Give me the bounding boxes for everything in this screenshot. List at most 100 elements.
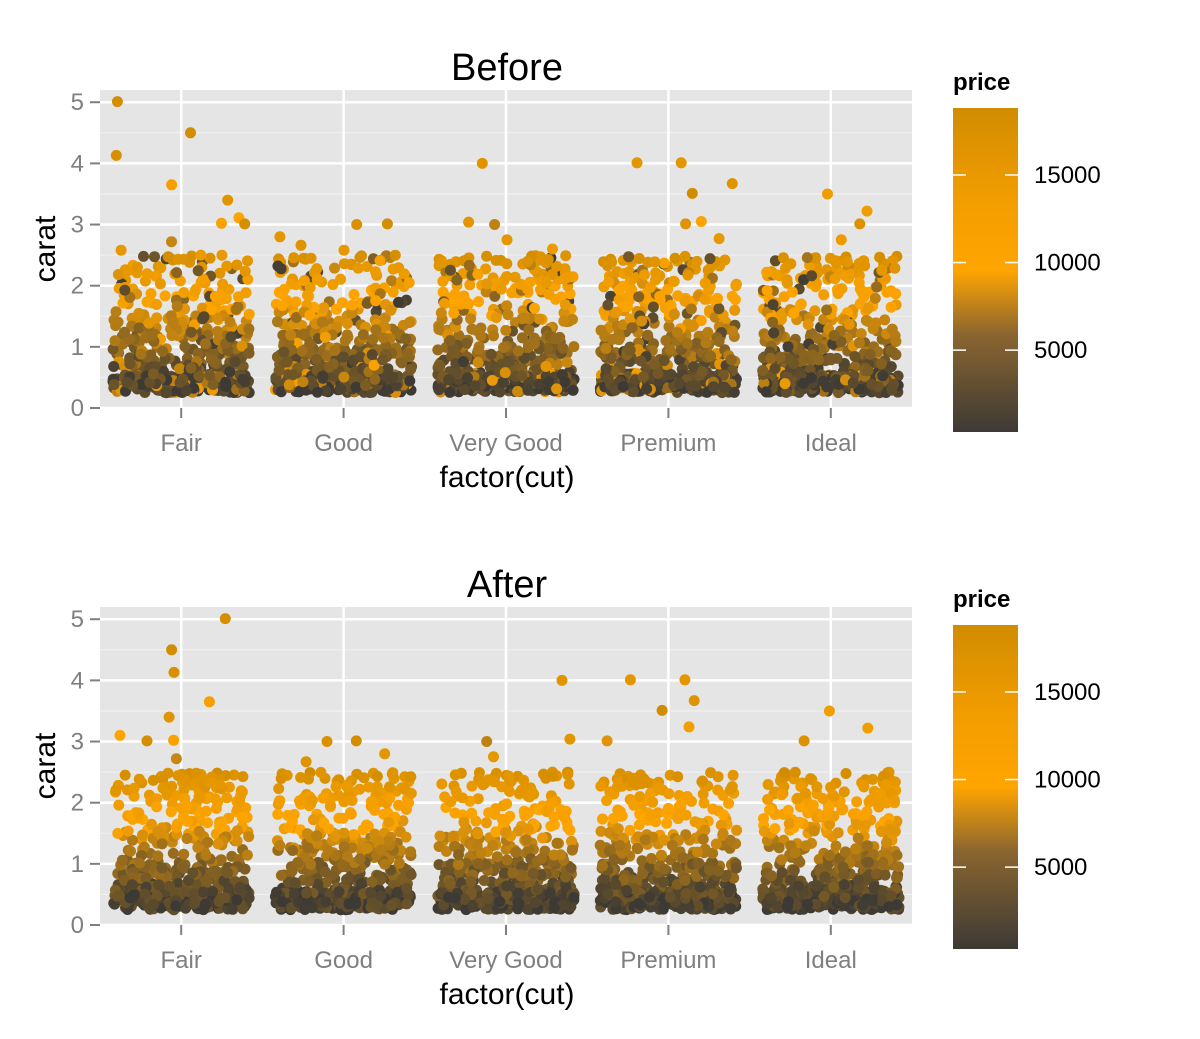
data-point (173, 254, 184, 265)
data-point (560, 299, 571, 310)
data-point (890, 336, 901, 347)
data-point (547, 771, 558, 782)
data-point (436, 779, 447, 790)
data-point (145, 902, 156, 913)
data-point (312, 387, 323, 398)
data-point (621, 885, 632, 896)
data-point (334, 886, 345, 897)
data-point (289, 888, 300, 899)
data-point (396, 357, 407, 368)
data-point (501, 258, 512, 269)
y-tick-label: 1 (71, 334, 84, 361)
data-point (551, 383, 562, 394)
data-point (513, 888, 524, 899)
data-point (782, 274, 793, 285)
data-point (386, 900, 397, 911)
data-point (700, 278, 711, 289)
data-point (705, 351, 716, 362)
data-point (796, 299, 807, 310)
data-point (152, 826, 163, 837)
data-point (363, 782, 374, 793)
data-point (324, 362, 335, 373)
data-point (450, 769, 461, 780)
data-point (448, 308, 459, 319)
data-point (277, 896, 288, 907)
data-point (624, 290, 635, 301)
data-point (862, 206, 873, 217)
data-point (523, 385, 534, 396)
data-point (122, 266, 133, 277)
data-point (761, 267, 772, 278)
data-point (190, 286, 201, 297)
x-tick-label: Fair (161, 430, 202, 457)
data-point (452, 275, 463, 286)
data-point (376, 844, 387, 855)
data-point (680, 875, 691, 886)
data-point (886, 361, 897, 372)
data-point (311, 354, 322, 365)
data-point (231, 894, 242, 905)
data-point (659, 864, 670, 875)
data-point (610, 896, 621, 907)
data-point (467, 901, 478, 912)
data-point (762, 285, 773, 296)
data-point (831, 353, 842, 364)
data-point (216, 819, 227, 830)
data-point (362, 843, 373, 854)
data-point (473, 296, 484, 307)
data-point (111, 785, 122, 796)
data-point (849, 351, 860, 362)
data-point (494, 387, 505, 398)
x-axis-title: factor(cut) (439, 461, 574, 494)
data-point (503, 309, 514, 320)
data-point (235, 882, 246, 893)
data-point (369, 374, 380, 385)
data-point (767, 317, 778, 328)
data-point (473, 344, 484, 355)
data-point (385, 305, 396, 316)
data-point (507, 867, 518, 878)
data-point (133, 808, 144, 819)
data-point (125, 892, 136, 903)
data-point (632, 843, 643, 854)
data-point (243, 831, 254, 842)
data-point (348, 829, 359, 840)
data-point (377, 355, 388, 366)
data-point (650, 275, 661, 286)
data-point (274, 231, 285, 242)
data-point (560, 250, 571, 261)
data-point (654, 291, 665, 302)
data-point (163, 251, 174, 262)
data-point (340, 335, 351, 346)
data-point (813, 354, 824, 365)
data-point (335, 274, 346, 285)
data-point (274, 365, 285, 376)
data-point (382, 218, 393, 229)
data-point (728, 770, 739, 781)
data-point (870, 293, 881, 304)
data-point (151, 801, 162, 812)
data-point (370, 324, 381, 335)
data-point (836, 234, 847, 245)
data-point (606, 353, 617, 364)
data-point (311, 830, 322, 841)
data-point (472, 269, 483, 280)
data-point (185, 127, 196, 138)
data-point (886, 302, 897, 313)
data-point (638, 372, 649, 383)
data-point (669, 309, 680, 320)
data-point (848, 377, 859, 388)
data-point (296, 240, 307, 251)
data-point (475, 330, 486, 341)
data-point (729, 387, 740, 398)
data-point (858, 288, 869, 299)
data-point (490, 826, 501, 837)
data-point (285, 330, 296, 341)
data-point (642, 777, 653, 788)
data-point (458, 356, 469, 367)
data-point (729, 305, 740, 316)
data-point (523, 823, 534, 834)
data-point (552, 838, 563, 849)
data-point (388, 287, 399, 298)
